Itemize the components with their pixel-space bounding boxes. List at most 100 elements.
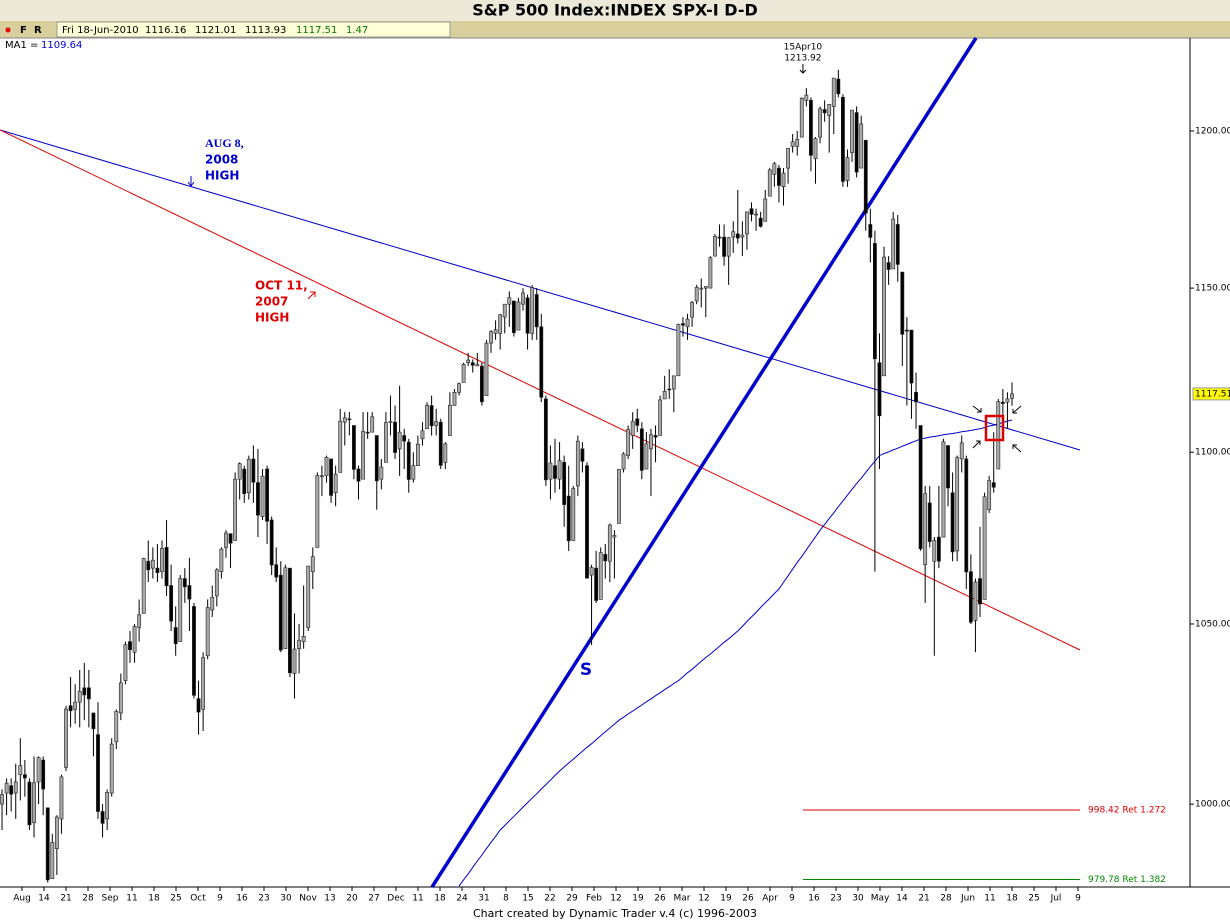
candle-body [210,597,215,611]
candle-body [41,759,46,790]
note-aug: AUG 8, [205,136,244,150]
x-tick-label: 8 [503,894,509,904]
candle-body [694,287,699,302]
x-tick-label: 11 [984,894,995,904]
candle-body [594,567,599,601]
candle-body [539,326,544,398]
candle-body [420,430,425,440]
x-tick-label: 9 [789,894,795,904]
y-tick-label: 1200.00 [1195,126,1230,136]
y-tick-label: 1150.00 [1195,284,1230,294]
candle-body [274,564,279,578]
candle-body [36,757,41,783]
candle-body [22,774,27,779]
candle-body [740,234,745,238]
candle-body [484,342,489,396]
candle-body [667,388,672,391]
candle-body [297,639,301,649]
candle-body [219,548,224,572]
candle-body [927,502,932,542]
candle-body [461,364,466,383]
x-tick-label: Nov [299,894,317,904]
candle-body [260,475,265,517]
x-tick-label: 25 [170,894,181,904]
candle-body [493,329,498,334]
candle-body [904,329,909,332]
candle-body [137,614,142,628]
candle-body [868,224,873,238]
x-tick-label: Aug [13,894,31,904]
x-tick-label: 19 [720,894,732,904]
candle-body [415,443,420,466]
candle-body [831,77,836,107]
x-tick-label: 18 [434,894,446,904]
candle-body [164,547,169,587]
candle-body [895,224,900,265]
candle-body [612,535,617,538]
x-tick-label: 24 [456,894,468,904]
candle-body [822,109,827,114]
candle-body [45,807,50,881]
candle-body [809,100,813,156]
candle-body [827,103,832,116]
candle-body [996,401,1001,470]
candle-body [173,627,178,645]
candle-body [799,97,804,138]
candle-body [754,213,758,216]
candle-body [457,383,461,393]
candle-body [507,297,512,305]
status-high: 1121.01 [195,25,236,36]
candle-body [534,294,539,328]
candle-body [178,578,183,642]
candle-body [452,391,457,406]
x-tick-label: Dec [387,894,404,904]
ma-value: 1109.64 [41,40,82,51]
candle-body [936,536,941,562]
candle-body [466,359,471,363]
candle-body [749,208,754,215]
candle-body [562,462,567,505]
candle-body [214,569,219,597]
candle-body [475,364,480,367]
candle-body [1010,393,1014,399]
candle-body [543,398,548,481]
candle-body [132,626,137,653]
candle-body [73,701,78,710]
candle-body [397,431,402,450]
x-tick-label: 12 [610,894,621,904]
peak-value: 1213.92 [784,54,821,64]
x-tick-label: 14 [896,894,908,904]
candle-body [589,567,594,576]
x-tick-label: Sep [102,894,119,904]
candle-body [91,712,96,730]
candle-body [763,198,768,222]
candle-body [54,816,59,849]
x-tick-label: 18 [148,894,160,904]
x-tick-label: 29 [566,894,578,904]
level-label: 979.78 Ret 1.382 [1088,875,1166,885]
candle-body [13,781,18,794]
candle-body [228,533,233,544]
last-price-box [1192,387,1230,401]
x-tick-label: 21 [918,894,929,904]
candle-body [854,112,859,173]
x-tick-label: Mar [674,894,691,904]
candle-body [717,236,722,239]
candle-body [731,231,736,238]
candle-body [0,794,4,805]
highlight-box [984,414,1005,442]
note-oct: 2007 [255,295,288,309]
x-tick-label: 22 [544,894,555,904]
candle-body [100,811,105,824]
candle-body [429,405,434,427]
candle-body [64,708,68,768]
candle-body [283,567,288,649]
footer: Chart created by Dynamic Trader v.4 (c) … [473,907,757,920]
status-dot [5,27,11,33]
y-tick-label: 1050.00 [1195,619,1230,629]
candle-body [182,578,187,588]
candle-body [745,211,749,235]
x-tick-label: Jun [960,894,975,904]
